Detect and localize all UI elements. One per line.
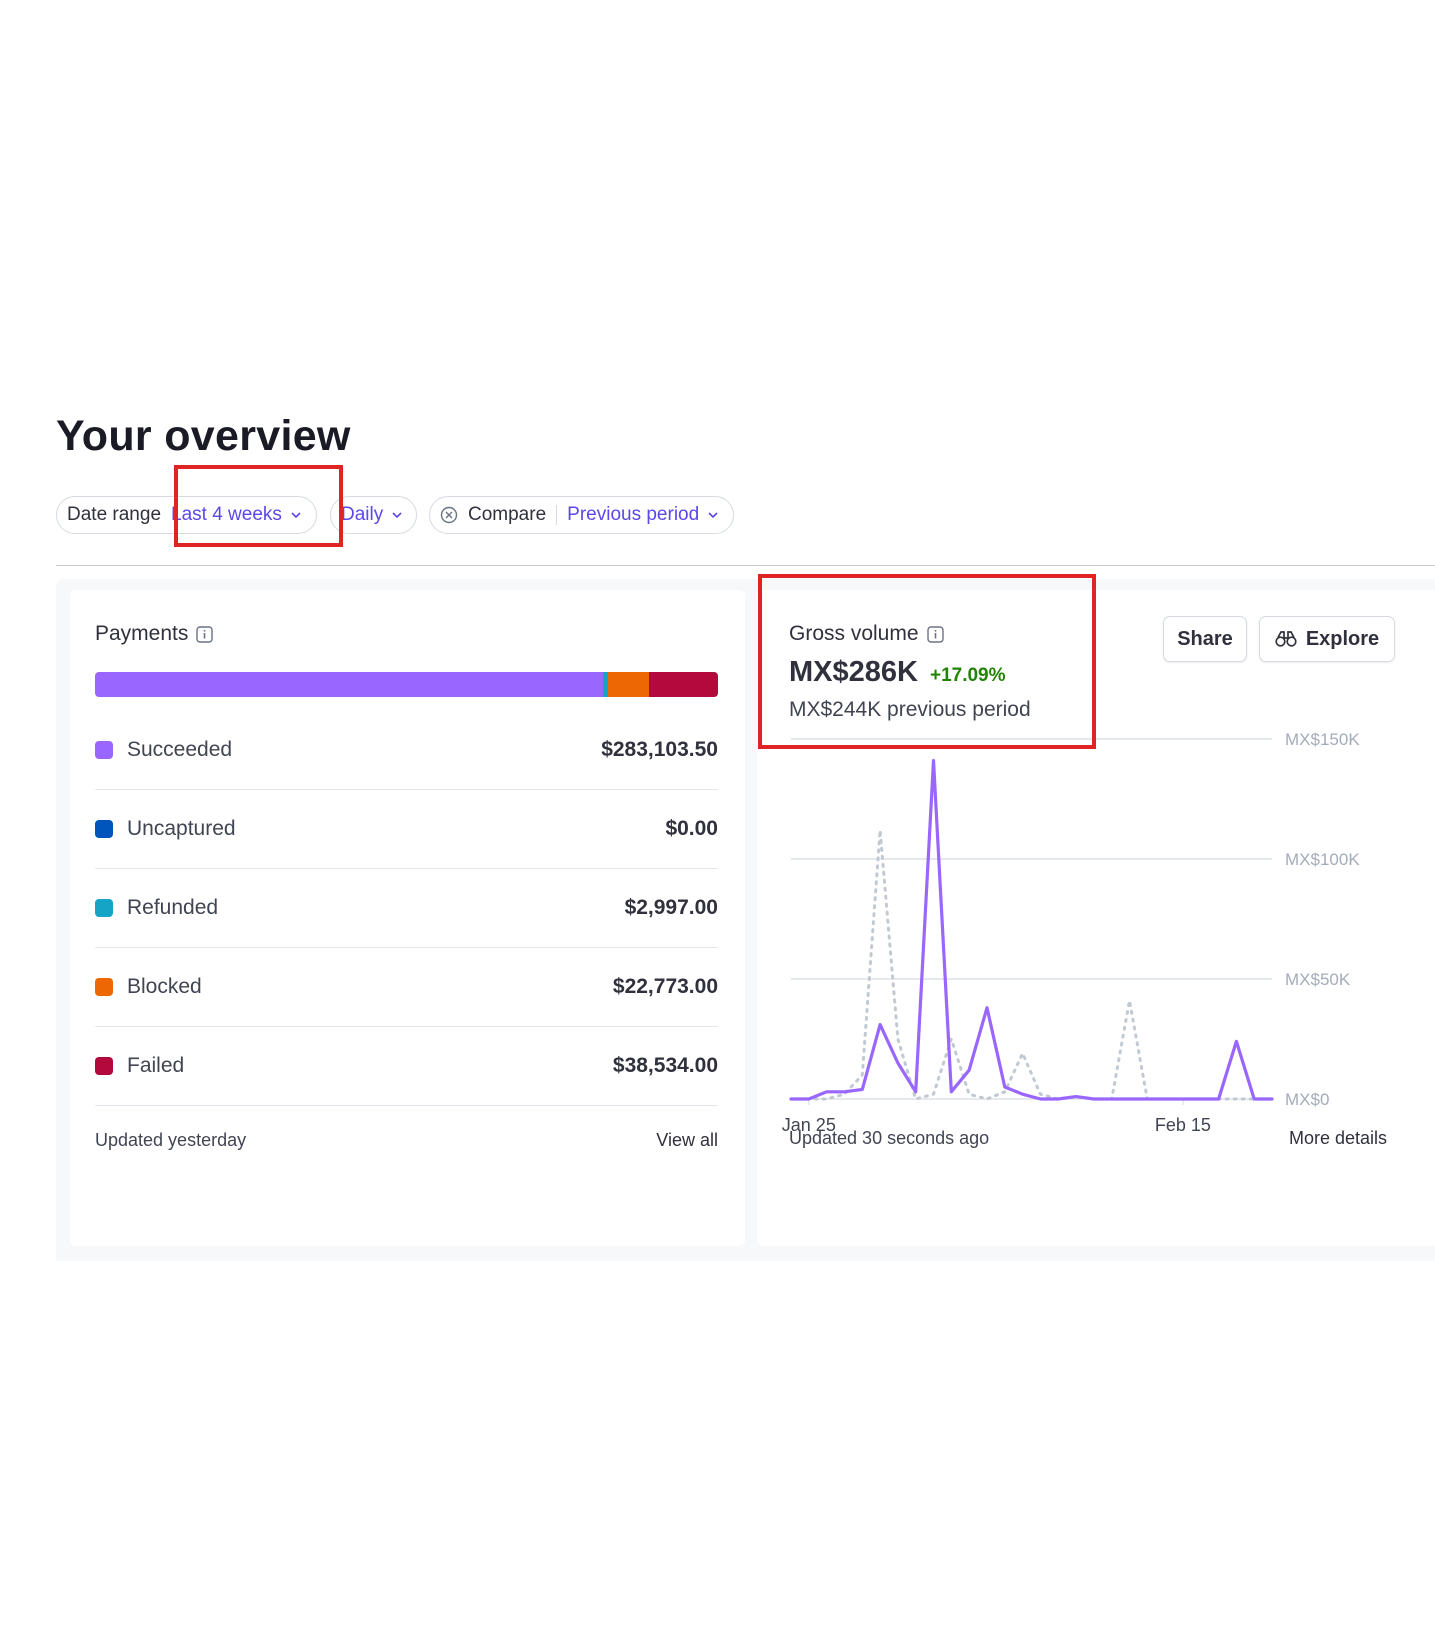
status-amount: $38,534.00 — [612, 1053, 718, 1077]
highlight-box-date-range — [174, 465, 343, 547]
status-label: Uncaptured — [127, 816, 236, 840]
page-title: Your overview — [56, 412, 351, 460]
y-tick-label: MX$50K — [1285, 970, 1351, 989]
explore-label: Explore — [1305, 627, 1380, 650]
payment-status-row[interactable]: Failed $38,534.00 — [95, 1026, 718, 1106]
status-label: Succeeded — [127, 737, 233, 761]
gross-volume-title: Gross volume — [789, 622, 919, 645]
share-button[interactable]: Share — [1163, 616, 1247, 662]
payments-updated: Updated yesterday — [95, 1130, 247, 1150]
gross-volume-value: MX$286K — [789, 656, 918, 688]
status-color-swatch — [95, 1056, 113, 1075]
status-color-swatch — [95, 977, 113, 996]
y-tick-label: MX$100K — [1285, 850, 1360, 869]
gross-volume-chart[interactable]: MX$0 MX$50K MX$100K MX$150K Jan 25 Feb 15 — [757, 730, 1435, 1165]
binoculars-icon — [1275, 631, 1297, 647]
highlight-box-gross-volume — [758, 574, 1096, 749]
status-label: Blocked — [127, 974, 202, 998]
status-label: Refunded — [127, 895, 219, 919]
status-amount: $283,103.50 — [601, 737, 718, 761]
payments-title: Payments — [95, 622, 189, 645]
bar-segment-blocked — [608, 672, 649, 697]
payment-status-row[interactable]: Succeeded $283,103.50 — [95, 710, 718, 790]
info-icon[interactable] — [926, 625, 944, 643]
explore-button[interactable]: Explore — [1259, 616, 1395, 662]
divider — [556, 505, 558, 525]
view-all-link[interactable]: View all — [656, 1130, 718, 1150]
gross-volume-updated: Updated 30 seconds ago — [789, 1128, 990, 1148]
more-details-link[interactable]: More details — [1288, 1128, 1387, 1148]
interval-filter[interactable]: Daily — [330, 496, 417, 534]
previous-period-line — [789, 828, 1274, 1101]
status-color-swatch — [95, 740, 113, 759]
gross-volume-card: Gross volume MX$286K +17.09% MX$244K pre… — [757, 590, 1435, 1246]
date-range-label: Date range — [67, 504, 162, 525]
compare-value: Previous period — [567, 504, 700, 525]
gross-volume-change: +17.09% — [929, 665, 1006, 686]
section-divider — [56, 565, 1435, 566]
payments-breakdown-bar[interactable] — [95, 672, 718, 697]
date-range-filter[interactable]: Date range Last 4 weeks — [56, 496, 317, 534]
bar-segment-succeeded — [95, 672, 603, 697]
compare-filter[interactable]: Compare Previous period — [429, 496, 734, 534]
status-amount: $2,997.00 — [624, 895, 718, 919]
payments-title-row: Payments — [95, 622, 214, 646]
status-amount: $22,773.00 — [612, 974, 718, 998]
bar-segment-refunded — [602, 672, 609, 697]
payments-card: Payments Succeeded $283,103.50 Uncaptured $… — [70, 590, 745, 1246]
status-color-swatch — [95, 898, 113, 917]
payment-status-row[interactable]: Blocked $22,773.00 — [95, 947, 718, 1027]
payment-status-row[interactable]: Uncaptured $0.00 — [95, 789, 718, 869]
y-tick-label: MX$0 — [1285, 1090, 1329, 1109]
share-label: Share — [1177, 627, 1233, 650]
interval-value: Daily — [341, 504, 384, 525]
compare-label: Compare — [468, 504, 547, 525]
status-amount: $0.00 — [665, 816, 718, 840]
chevron-down-icon — [708, 512, 718, 519]
y-tick-label: MX$150K — [1285, 730, 1360, 749]
gross-volume-value-row: MX$286K +17.09% — [789, 656, 1006, 689]
status-label: Failed — [127, 1053, 185, 1077]
info-icon[interactable] — [196, 625, 214, 643]
chevron-down-icon — [392, 512, 402, 519]
gross-volume-previous: MX$244K previous period — [789, 698, 1031, 721]
x-tick-label: Jan 25 — [782, 1115, 836, 1135]
current-period-line — [789, 759, 1274, 1101]
clear-compare-icon[interactable] — [440, 506, 458, 524]
payment-status-row[interactable]: Refunded $2,997.00 — [95, 868, 718, 948]
bar-segment-failed — [648, 672, 718, 697]
date-range-value: Last 4 weeks — [171, 504, 282, 525]
status-color-swatch — [95, 819, 113, 838]
x-tick-label: Feb 15 — [1155, 1115, 1211, 1135]
gross-volume-title-row: Gross volume — [789, 622, 944, 646]
chevron-down-icon — [291, 512, 301, 519]
